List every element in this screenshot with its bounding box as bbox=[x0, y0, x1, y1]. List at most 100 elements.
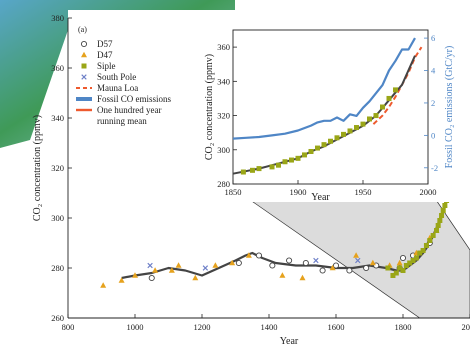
inset-x-tick-label: 1900 bbox=[290, 187, 307, 197]
inset-panel: 1850 1900 1950 2000 280 300 320 340 360 -2 0 2 4 6 Yea… bbox=[200, 24, 470, 203]
inset-y-axis-label: CO₂ concentration (ppmv) bbox=[204, 54, 215, 160]
panel-label: (a) bbox=[78, 25, 87, 34]
d57-point bbox=[302, 259, 309, 267]
legend-label-line: Mauna Loa bbox=[97, 83, 138, 93]
inset-y-tick-label: 280 bbox=[217, 179, 230, 189]
legend-label: D57 bbox=[97, 39, 113, 49]
d57-point bbox=[332, 262, 340, 269]
inset-y2-tick-label: -2 bbox=[431, 163, 438, 173]
y-tick-label: 340 bbox=[51, 113, 64, 123]
inset-y2-axis-label: Fossil CO₂ emissions (GtC/yr) bbox=[444, 46, 455, 169]
inset-fossil-emissions-line bbox=[232, 37, 416, 140]
inset-siple-point bbox=[341, 131, 346, 137]
south-pole-point bbox=[313, 257, 319, 264]
d47-point bbox=[152, 267, 159, 273]
d47-point bbox=[132, 272, 138, 278]
d47-point bbox=[118, 277, 125, 283]
legend-label: D47 bbox=[97, 50, 113, 60]
d47-point bbox=[245, 252, 252, 258]
siple-point bbox=[410, 258, 416, 263]
siple-point bbox=[400, 268, 406, 273]
inset-siple-point bbox=[347, 128, 353, 134]
inset-y-tick-label: 360 bbox=[217, 42, 230, 52]
inset-siple-point bbox=[315, 145, 320, 151]
inset-siple-point bbox=[367, 116, 372, 122]
south-pole-point bbox=[147, 262, 153, 269]
inset-x-axis-label: Year bbox=[311, 192, 330, 203]
siple-point bbox=[420, 248, 426, 253]
inset-siple-point bbox=[393, 87, 398, 93]
d57-point bbox=[269, 262, 276, 269]
south-pole-point bbox=[355, 257, 361, 264]
legend-label: Mauna Loa bbox=[97, 83, 138, 93]
inset-siple-point bbox=[240, 169, 246, 175]
inset-siple-point bbox=[328, 138, 333, 144]
d47-point bbox=[192, 274, 199, 281]
inset-siple-point bbox=[321, 142, 327, 148]
inset-siple-point bbox=[256, 166, 262, 172]
inset-background bbox=[200, 24, 470, 202]
legend-label-line: Siple bbox=[97, 61, 116, 71]
inset-siple-point bbox=[308, 148, 314, 154]
inset-y-tick-label: 300 bbox=[217, 145, 230, 155]
legend-label-line: Fossil CO emissions bbox=[97, 94, 172, 104]
x-tick-label: 1200 bbox=[194, 322, 211, 332]
y-tick-label: 300 bbox=[51, 213, 64, 223]
inset-y2-tick-label: 6 bbox=[431, 33, 435, 43]
inset-siple-point bbox=[289, 157, 294, 163]
x-tick-label: 800 bbox=[62, 322, 75, 332]
siple-point bbox=[385, 265, 391, 271]
siple-point bbox=[397, 265, 403, 271]
d57-point bbox=[235, 259, 242, 267]
legend-label-line: D47 bbox=[97, 50, 113, 60]
x-tick-label: 1800 bbox=[395, 322, 412, 332]
d47-point bbox=[396, 259, 403, 266]
siple-point bbox=[417, 250, 423, 256]
x-tick-label: 1600 bbox=[328, 322, 345, 332]
x-axis-label: Year bbox=[280, 336, 299, 347]
d57-point bbox=[148, 274, 155, 282]
y-axis-label: CO₂ concentration (ppmv) bbox=[32, 115, 43, 221]
y-tick-label: 320 bbox=[51, 163, 64, 173]
cross-stroke bbox=[202, 265, 209, 271]
y-tick-label: 260 bbox=[51, 313, 64, 323]
inset-siple-point bbox=[250, 167, 255, 173]
d57-point bbox=[255, 252, 263, 259]
siple-point bbox=[413, 255, 419, 261]
south-pole-point bbox=[202, 265, 209, 271]
legend-label: Siple bbox=[97, 61, 116, 71]
inset-siple-point bbox=[302, 152, 307, 158]
x-tick-label: 1000 bbox=[127, 322, 144, 332]
d47-point bbox=[279, 272, 286, 278]
y-tick-label: 360 bbox=[51, 63, 64, 73]
siple-point bbox=[393, 270, 399, 276]
d57-point bbox=[319, 267, 326, 274]
inset-siple-point bbox=[334, 135, 340, 141]
legend-label: South Pole bbox=[97, 72, 136, 82]
siple-point bbox=[439, 213, 445, 218]
inset-siple-point bbox=[354, 125, 359, 131]
legend-label-line: One hundred year bbox=[97, 105, 161, 115]
cross-stroke bbox=[355, 257, 361, 264]
siple-point bbox=[434, 228, 439, 233]
siple-point bbox=[442, 203, 448, 208]
inset-siple-point bbox=[360, 121, 366, 127]
siple-point bbox=[430, 233, 436, 238]
siple-point bbox=[435, 223, 441, 228]
legend-swatch bbox=[80, 40, 88, 48]
inset-siple-point bbox=[295, 155, 301, 161]
inset-siple-point bbox=[276, 162, 281, 168]
x-tick-label: 1400 bbox=[261, 322, 278, 332]
cross-stroke bbox=[147, 262, 153, 269]
inset-siple-point bbox=[386, 95, 392, 101]
siple-point bbox=[403, 263, 409, 268]
inset-y2-tick-label: 2 bbox=[431, 98, 435, 108]
y-tick-label: 280 bbox=[51, 263, 64, 273]
d47-point bbox=[168, 267, 175, 273]
siple-point bbox=[407, 260, 413, 266]
cross-stroke bbox=[81, 74, 87, 80]
inset-x-tick-label: 1950 bbox=[355, 187, 372, 197]
